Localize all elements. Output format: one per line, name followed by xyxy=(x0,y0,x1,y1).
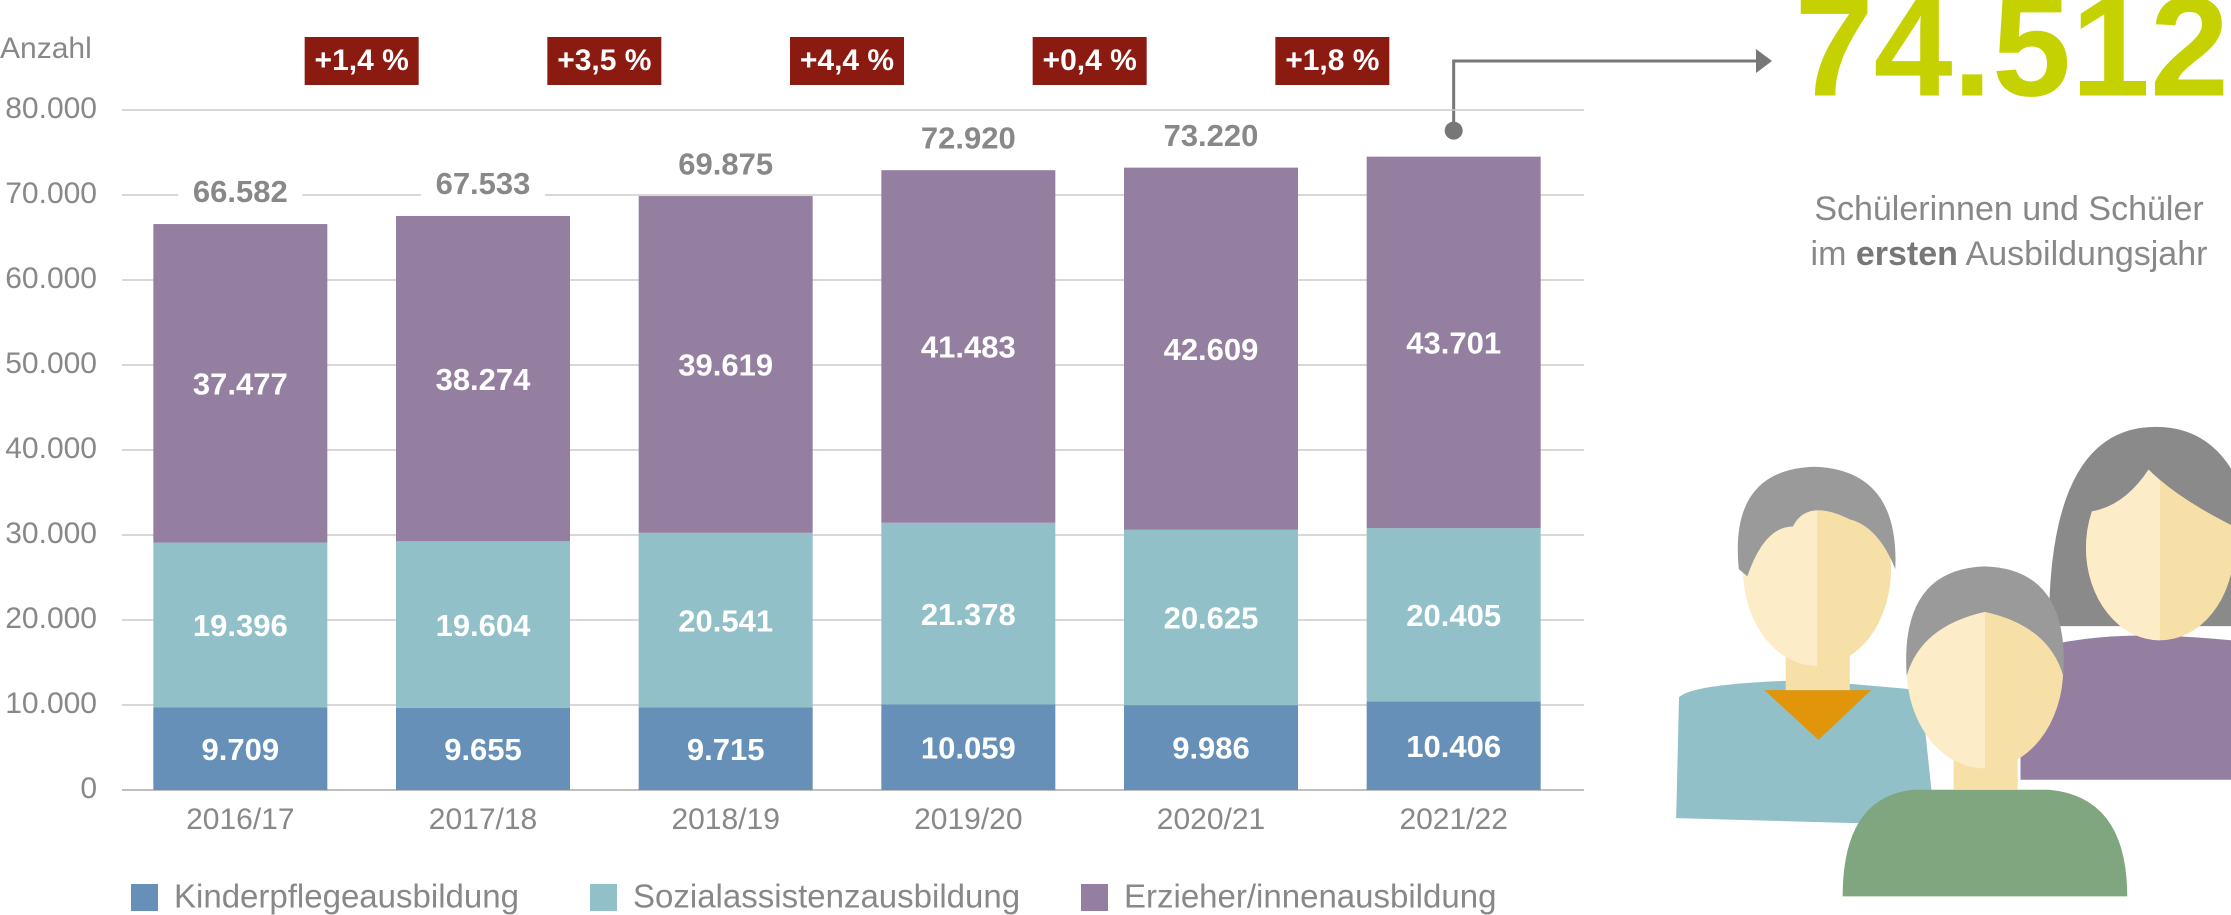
bar-segment xyxy=(1366,701,1541,790)
bar-segment xyxy=(1366,528,1541,702)
change-box xyxy=(1275,37,1390,85)
highlight-arrow-line xyxy=(1452,59,1758,131)
bar-value-label: 10.059 xyxy=(921,730,1016,765)
bar-value-label: 41.483 xyxy=(921,330,1016,365)
bar-segment xyxy=(1366,156,1541,529)
change-box xyxy=(547,37,662,85)
bar-segment xyxy=(638,532,813,708)
y-tick-label: 30.000 xyxy=(5,517,97,550)
x-tick-label: 2018/19 xyxy=(671,803,779,836)
y-tick-label: 80.000 xyxy=(5,92,97,125)
change-label: +4,4 % xyxy=(800,44,894,77)
total-label: 66.582 xyxy=(193,174,288,209)
caption-line: Schülerinnen und Schüler xyxy=(1814,190,2203,228)
y-tick-label: 0 xyxy=(80,772,97,805)
x-tick-label: 2020/21 xyxy=(1157,803,1265,836)
change-box xyxy=(790,37,904,85)
legend-label: Sozialassistenzausbildung xyxy=(633,878,1020,915)
change-box xyxy=(1032,37,1147,85)
x-tick-label: 2021/22 xyxy=(1399,803,1507,836)
x-tick-label: 2016/17 xyxy=(186,803,294,836)
total-label: 72.920 xyxy=(921,120,1016,155)
legend-label: Kinderpflegeausbildung xyxy=(174,878,519,915)
bar-value-label: 38.274 xyxy=(436,362,532,397)
total-label-bg xyxy=(906,122,1031,159)
bar-value-label: 20.405 xyxy=(1406,598,1501,633)
bar-value-label: 9.655 xyxy=(444,732,522,767)
bar-value-label: 42.609 xyxy=(1164,332,1259,367)
bar-value-label: 10.406 xyxy=(1406,729,1501,764)
total-label-bg xyxy=(178,176,303,213)
bar-segment xyxy=(881,522,1056,705)
total-label-bg xyxy=(1149,119,1273,156)
x-tick-label: 2017/18 xyxy=(429,803,537,836)
highlight-number: 74.512 xyxy=(1795,0,2229,127)
bar-segment xyxy=(638,707,813,790)
change-label: +1,4 % xyxy=(315,44,409,77)
bar-value-label: 9.986 xyxy=(1172,731,1250,766)
y-tick-label: 20.000 xyxy=(5,602,97,635)
bar-segment xyxy=(153,707,328,790)
legend-label: Erzieher/innenausbildung xyxy=(1124,878,1496,915)
bar-value-label: 21.378 xyxy=(921,597,1016,632)
caption-line: im ersten Ausbildungsjahr xyxy=(1811,235,2208,273)
bar-segment xyxy=(638,196,813,533)
bar-segment xyxy=(153,542,328,708)
bar-value-label: 37.477 xyxy=(193,367,288,402)
legend-swatch xyxy=(590,884,617,911)
bar-segment xyxy=(1124,705,1298,790)
bar-value-label: 19.604 xyxy=(436,608,532,643)
bar-value-label: 43.701 xyxy=(1406,326,1501,361)
bar-value-label: 19.396 xyxy=(193,608,288,643)
bar-segment xyxy=(396,215,570,542)
y-tick-label: 60.000 xyxy=(5,262,97,295)
highlight-dot xyxy=(1444,121,1463,140)
bar-segment xyxy=(396,541,570,708)
y-tick-label: 10.000 xyxy=(5,687,97,720)
y-axis-label: Anzahl xyxy=(0,32,92,65)
y-tick-label: 70.000 xyxy=(5,177,97,210)
bar-value-label: 39.619 xyxy=(678,348,773,383)
bar-segment xyxy=(881,170,1056,523)
y-tick-label: 40.000 xyxy=(5,432,97,465)
total-label: 67.533 xyxy=(436,166,531,201)
bar-segment xyxy=(1124,529,1298,706)
highlight-arrow-head xyxy=(1756,49,1772,73)
total-label: 73.220 xyxy=(1164,118,1259,153)
bar-value-label: 20.541 xyxy=(678,603,773,638)
change-label: +3,5 % xyxy=(557,44,651,77)
legend-swatch xyxy=(1081,884,1108,911)
people-illustration xyxy=(1676,426,2231,897)
bar-value-label: 9.715 xyxy=(687,732,765,767)
total-label: 69.875 xyxy=(678,146,773,181)
bar-value-label: 20.625 xyxy=(1164,601,1259,636)
legend-swatch xyxy=(131,884,158,911)
total-label-bg xyxy=(421,167,545,204)
change-label: +1,8 % xyxy=(1285,44,1379,77)
bar-value-label: 9.709 xyxy=(202,732,280,767)
bar-segment xyxy=(396,707,570,790)
y-tick-label: 50.000 xyxy=(5,347,97,380)
change-box xyxy=(304,37,419,85)
bar-segment xyxy=(881,704,1056,790)
total-label-bg xyxy=(663,148,788,185)
bar-segment xyxy=(153,224,328,543)
change-label: +0,4 % xyxy=(1043,44,1137,77)
x-tick-label: 2019/20 xyxy=(914,803,1022,836)
bar-segment xyxy=(1124,167,1298,530)
